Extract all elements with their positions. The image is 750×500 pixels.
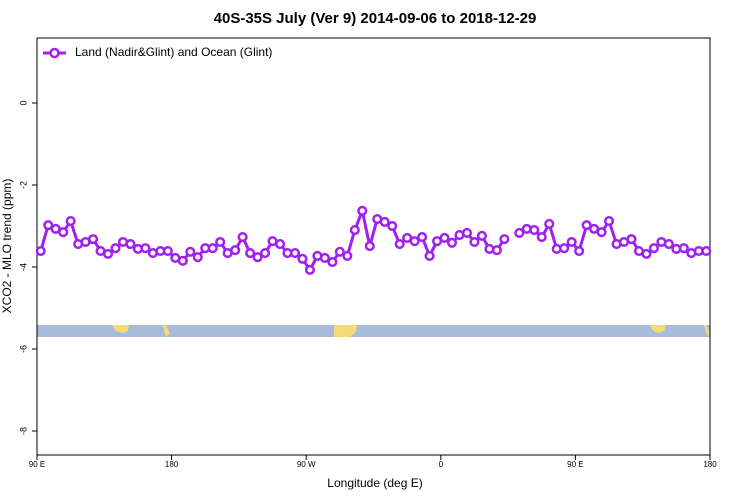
x-tick-label: 90 E <box>567 460 583 469</box>
data-point <box>192 252 203 263</box>
data-point <box>559 243 570 254</box>
data-point <box>252 252 263 263</box>
data-point <box>439 232 450 243</box>
data-point <box>140 243 151 254</box>
data-point <box>514 227 525 239</box>
data-point <box>566 236 577 248</box>
data-point <box>596 227 607 238</box>
data-point <box>424 250 435 261</box>
data-point <box>334 246 345 257</box>
data-point <box>626 234 637 245</box>
data-point <box>364 241 375 252</box>
y-tick-label: -4 <box>18 263 28 271</box>
data-point <box>529 225 540 236</box>
data-point <box>469 236 480 248</box>
data-point <box>678 243 689 254</box>
data-point <box>237 232 248 243</box>
data-point <box>701 245 712 257</box>
data-point <box>581 220 592 231</box>
x-tick-label: 180 <box>165 460 179 469</box>
data-point <box>379 216 390 227</box>
data-point <box>544 218 555 229</box>
data-point <box>274 238 286 250</box>
y-tick-label: -2 <box>18 181 28 189</box>
data-point <box>641 248 652 259</box>
data-point <box>342 250 353 261</box>
data-point <box>35 245 46 257</box>
data-point <box>65 216 76 227</box>
data-point <box>349 225 360 236</box>
legend-label: Land (Nadir&Glint) and Ocean (Glint) <box>75 45 272 59</box>
data-point <box>536 232 547 243</box>
data-point <box>289 248 301 259</box>
data-point <box>446 237 458 248</box>
data-point <box>663 238 674 250</box>
data-point <box>394 238 405 250</box>
data-point <box>297 253 308 264</box>
data-point <box>476 230 487 241</box>
data-point <box>387 220 398 232</box>
data-point <box>417 232 428 243</box>
data-point <box>215 236 226 248</box>
x-tick-label: 90 E <box>29 460 45 469</box>
y-axis-label: XCO2 - MLO trend (ppm) <box>0 179 14 314</box>
data-point <box>230 245 241 256</box>
x-tick-label: 90 W <box>297 460 316 469</box>
data-point <box>58 227 69 238</box>
y-tick-label: -6 <box>18 345 28 353</box>
data-point <box>319 252 330 264</box>
plot-frame <box>36 37 711 456</box>
data-point <box>43 220 54 231</box>
data-point <box>245 248 256 259</box>
data-point <box>499 234 510 245</box>
y-tick-label: -8 <box>18 427 28 435</box>
data-point <box>125 238 136 250</box>
x-tick-label: 180 <box>703 460 717 469</box>
data-point <box>162 245 173 257</box>
data-point <box>102 248 114 259</box>
data-point <box>177 255 188 266</box>
data-point <box>648 243 659 254</box>
data-point <box>491 245 502 256</box>
data-point <box>207 243 218 254</box>
data-point <box>409 236 420 247</box>
data-point <box>574 245 585 257</box>
data-point <box>110 243 121 254</box>
legend-marker <box>49 47 60 59</box>
x-axis-label: Longitude (deg E) <box>327 476 422 490</box>
data-point <box>604 216 615 227</box>
data-point <box>88 234 99 245</box>
data-point <box>260 248 271 259</box>
data-point <box>185 246 196 257</box>
data-point <box>461 227 473 239</box>
y-tick-label: 0 <box>18 100 28 105</box>
land-strip <box>37 325 710 337</box>
data-point <box>357 205 368 216</box>
chart-title: 40S-35S July (Ver 9) 2014-09-06 to 2018-… <box>214 10 537 27</box>
data-point <box>304 264 315 275</box>
x-tick-label: 0 <box>439 460 444 469</box>
data-point <box>327 257 338 268</box>
